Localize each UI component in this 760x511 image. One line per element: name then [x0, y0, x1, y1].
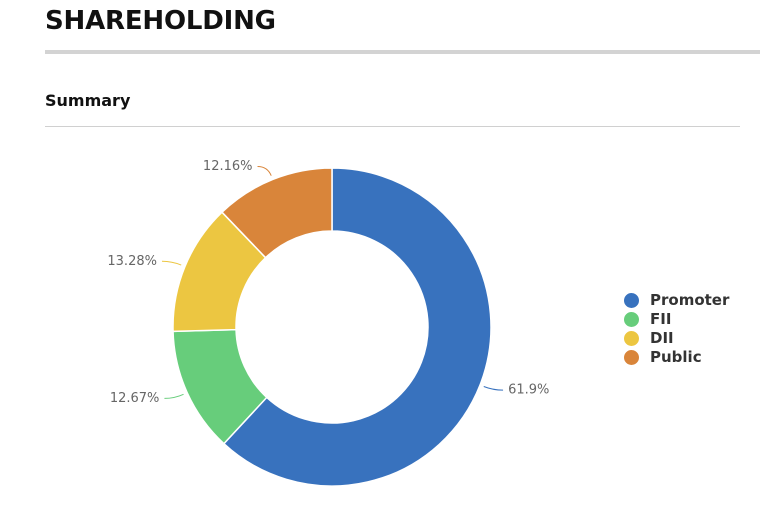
- chart-slices: [172, 167, 492, 487]
- data-label-public: 12.16%: [203, 159, 253, 174]
- legend-swatch-promoter: [624, 293, 639, 308]
- section-divider: [45, 126, 740, 127]
- legend-swatch-dii: [624, 331, 639, 346]
- legend-swatch-public: [624, 350, 639, 365]
- chart-legend: Promoter FII DII Public: [624, 291, 729, 367]
- page-title: SHAREHOLDING: [45, 6, 276, 36]
- legend-label-public: Public: [650, 348, 702, 366]
- chart-data-labels: 61.9% 12.67% 13.28% 12.16%: [107, 159, 549, 406]
- connector-public: [257, 165, 272, 176]
- legend-item-fii[interactable]: FII: [624, 310, 729, 329]
- chart-label-connectors: [161, 165, 504, 399]
- connector-dii: [161, 260, 182, 266]
- title-divider: [45, 50, 760, 54]
- legend-item-promoter[interactable]: Promoter: [624, 291, 729, 310]
- connector-promoter: [483, 386, 504, 391]
- legend-label-promoter: Promoter: [650, 291, 730, 309]
- slice-promoter[interactable]: [223, 167, 492, 487]
- slice-public[interactable]: [221, 167, 333, 259]
- legend-label-dii: DII: [650, 329, 674, 347]
- legend-item-dii[interactable]: DII: [624, 329, 729, 348]
- section-title: Summary: [45, 91, 131, 110]
- legend-label-fii: FII: [650, 310, 672, 328]
- data-label-dii: 13.28%: [107, 254, 157, 269]
- data-label-fii: 12.67%: [110, 391, 160, 406]
- connector-fii: [164, 393, 184, 399]
- legend-swatch-fii: [624, 312, 639, 327]
- legend-item-public[interactable]: Public: [624, 348, 729, 367]
- data-label-promoter: 61.9%: [508, 383, 549, 398]
